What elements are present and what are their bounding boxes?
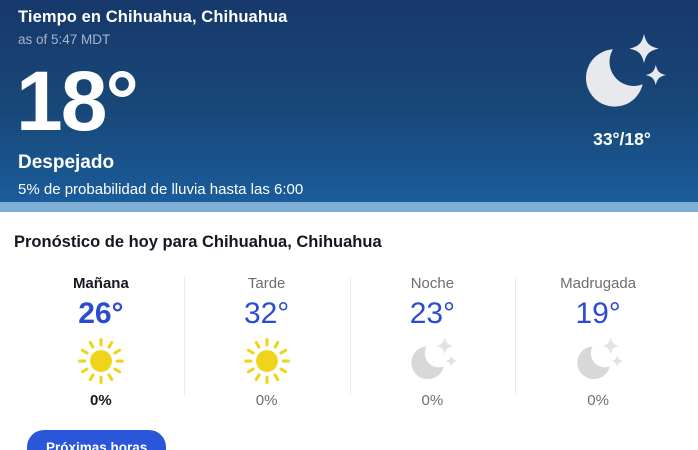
moon-stars-icon — [575, 33, 669, 126]
period-label: Noche — [410, 275, 455, 292]
period-label: Madrugada — [560, 275, 637, 292]
page-title: Tiempo en Chihuahua, Chihuahua — [18, 8, 288, 26]
forecast-columns: Mañana 26° — [18, 275, 681, 409]
forecast-column-madrugada[interactable]: Madrugada 19° 0% — [515, 275, 681, 409]
today-forecast-panel: Pronóstico de hoy para Chihuahua, Chihua… — [0, 212, 698, 450]
period-label: Mañana — [72, 275, 129, 292]
timestamp: as of 5:47 MDT — [18, 32, 111, 47]
period-temp: 19° — [575, 297, 621, 330]
precip-percent: 0% — [421, 392, 444, 409]
period-temp: 32° — [243, 297, 290, 330]
period-temp: 26° — [78, 297, 124, 330]
forecast-title: Pronóstico de hoy para Chihuahua, Chihua… — [14, 233, 382, 251]
condition-label: Despejado — [18, 152, 115, 173]
forecast-column-manana[interactable]: Mañana 26° — [18, 275, 184, 409]
moon-stars-icon — [515, 335, 681, 387]
current-temp: 18° — [16, 54, 139, 148]
precip-percent: 0% — [255, 392, 278, 409]
period-label: Tarde — [247, 275, 286, 292]
precip-percent: 0% — [587, 392, 609, 409]
forecast-column-noche[interactable]: Noche 23° 0% — [349, 275, 516, 409]
precip-percent: 0% — [90, 392, 112, 409]
sun-icon — [184, 335, 350, 387]
next-hours-button[interactable]: Próximas horas — [27, 430, 167, 450]
hi-lo-temp: 33°/18° — [593, 129, 651, 149]
precip-statement: 5% de probabilidad de lluvia hasta las 6… — [18, 181, 304, 198]
period-temp: 23° — [409, 297, 456, 330]
section-divider — [0, 202, 698, 212]
sun-icon — [18, 335, 184, 387]
moon-stars-icon — [350, 335, 516, 387]
forecast-column-tarde[interactable]: Tarde 32° — [183, 275, 350, 409]
current-conditions-panel: Tiempo en Chihuahua, Chihuahua as of 5:4… — [0, 0, 698, 202]
